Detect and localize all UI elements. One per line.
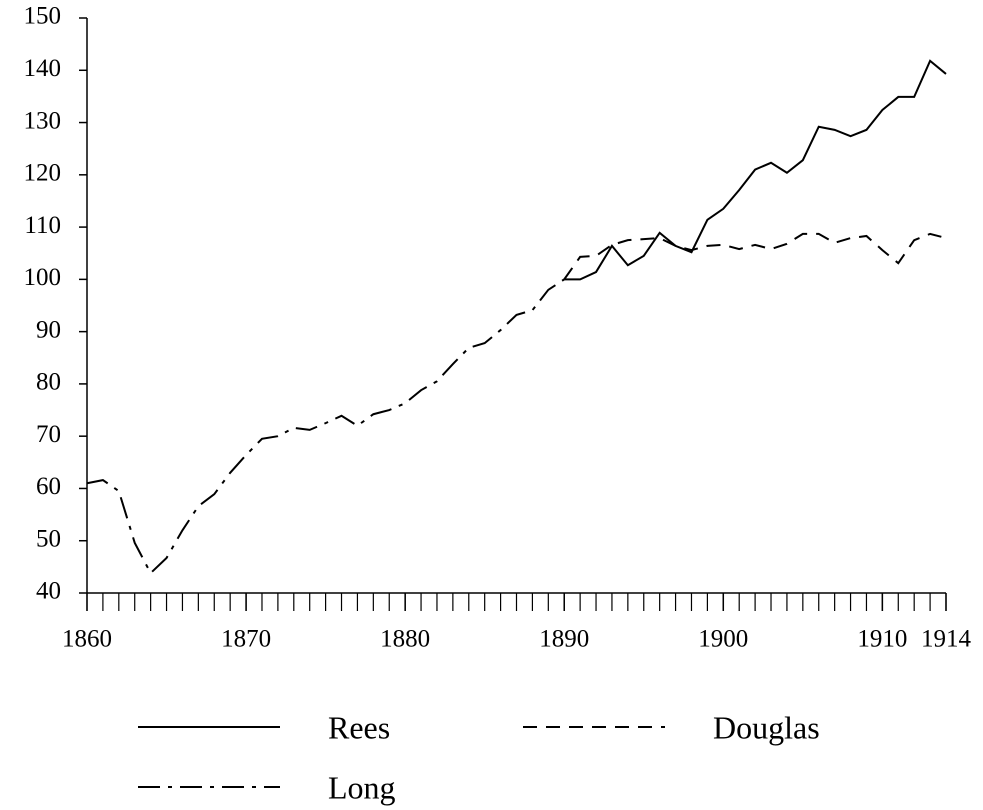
y-tick-label: 150 xyxy=(24,3,62,30)
x-tick-label: 1870 xyxy=(221,626,271,653)
x-tick-label: 1910 xyxy=(857,626,907,653)
y-tick-label: 90 xyxy=(36,316,61,343)
y-tick-label: 110 xyxy=(24,212,61,239)
y-tick-label: 100 xyxy=(24,264,62,291)
series-line xyxy=(564,59,947,281)
y-tick-label: 60 xyxy=(36,473,61,500)
legend-label: Douglas xyxy=(713,709,820,745)
y-tick-label: 70 xyxy=(36,421,61,448)
y-tick-label: 120 xyxy=(24,160,62,187)
legend-label: Long xyxy=(328,769,396,805)
x-tick-label: 1890 xyxy=(539,626,589,653)
y-tick-label: 140 xyxy=(24,55,62,82)
x-tick-label: 1880 xyxy=(380,626,430,653)
x-tick-label: 1900 xyxy=(698,626,748,653)
series-line xyxy=(86,278,565,575)
x-tick-label: 1860 xyxy=(62,626,112,653)
y-tick-label: 80 xyxy=(36,369,61,396)
y-tick-label: 130 xyxy=(24,107,62,134)
y-tick-label: 50 xyxy=(36,525,61,552)
legend-label: Rees xyxy=(328,709,390,745)
series-line xyxy=(563,232,947,280)
x-tick-label: 1914 xyxy=(921,626,972,653)
y-tick-label: 40 xyxy=(36,578,61,605)
